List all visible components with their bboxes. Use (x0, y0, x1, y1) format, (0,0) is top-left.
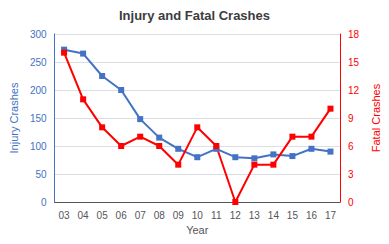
svg-text:6: 6 (348, 141, 354, 152)
svg-text:Injury Crashes: Injury Crashes (8, 82, 20, 153)
svg-text:12: 12 (348, 85, 360, 96)
svg-text:04: 04 (78, 210, 90, 221)
svg-text:250: 250 (30, 57, 47, 68)
svg-text:9: 9 (348, 113, 354, 124)
svg-text:05: 05 (97, 210, 109, 221)
svg-text:50: 50 (35, 169, 47, 180)
svg-text:16: 16 (306, 210, 318, 221)
svg-text:15: 15 (287, 210, 299, 221)
svg-text:18: 18 (348, 29, 360, 40)
svg-text:15: 15 (348, 57, 360, 68)
svg-text:0: 0 (41, 197, 47, 208)
svg-text:Year: Year (186, 224, 209, 236)
svg-text:Injury and Fatal Crashes: Injury and Fatal Crashes (119, 8, 270, 23)
svg-text:14: 14 (268, 210, 280, 221)
svg-text:Fatal Crashes: Fatal Crashes (370, 83, 382, 152)
svg-text:07: 07 (135, 210, 147, 221)
svg-text:09: 09 (173, 210, 185, 221)
svg-text:13: 13 (249, 210, 261, 221)
svg-text:0: 0 (348, 197, 354, 208)
svg-text:200: 200 (30, 85, 47, 96)
svg-text:08: 08 (154, 210, 166, 221)
svg-text:100: 100 (30, 141, 47, 152)
svg-text:17: 17 (325, 210, 337, 221)
svg-text:3: 3 (348, 169, 354, 180)
svg-text:12: 12 (230, 210, 242, 221)
svg-text:06: 06 (116, 210, 128, 221)
svg-text:10: 10 (192, 210, 204, 221)
svg-text:300: 300 (30, 29, 47, 40)
svg-text:11: 11 (211, 210, 222, 221)
svg-text:150: 150 (30, 113, 47, 124)
svg-text:03: 03 (59, 210, 71, 221)
